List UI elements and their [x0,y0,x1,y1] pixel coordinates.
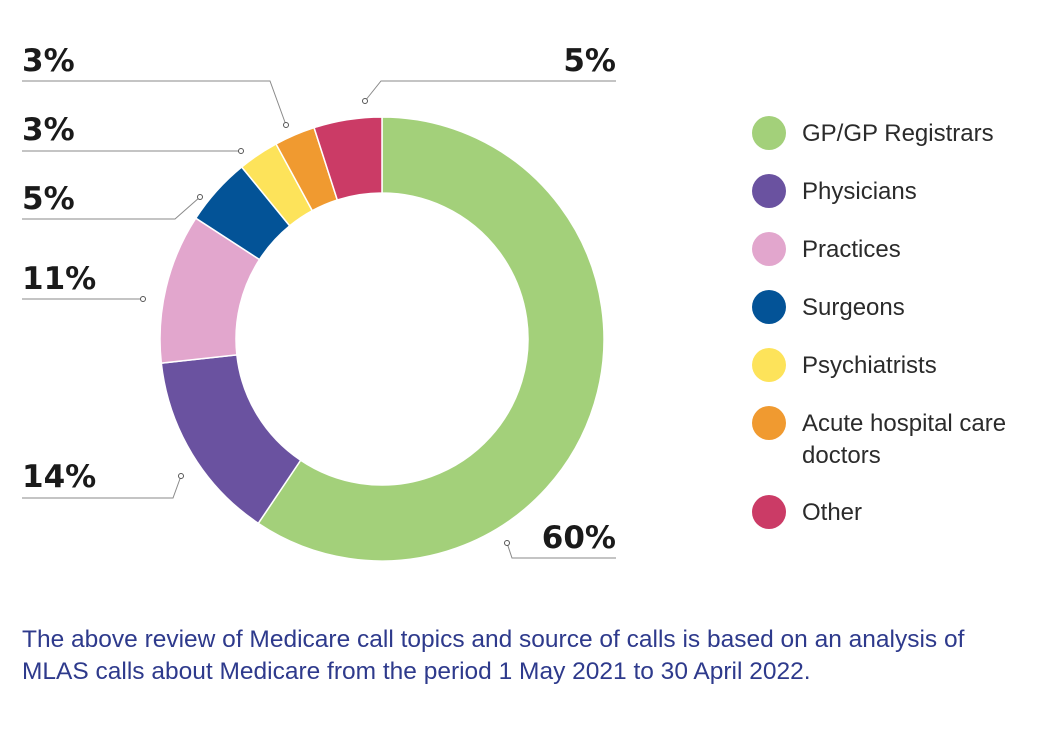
legend-label-psychiatrists: Psychiatrists [802,352,937,379]
leader-line-surgeons [22,196,201,220]
value-label-gp-registrars: 60% [542,520,616,556]
legend-item-psychiatrists: Psychiatrists [752,348,1032,383]
value-label-practices: 11% [22,261,96,297]
value-label-other: 5% [563,43,616,79]
value-label-surgeons: 5% [22,181,75,217]
legend-label-other: Other [802,499,863,526]
legend-item-gp-registrars: GP/GP Registrars [752,116,1032,151]
slice-gp-registrars [257,116,605,562]
donut-slices [159,116,605,562]
legend-item-practices: Practices [752,232,1032,267]
leader-line-acute-hospital-care-doctors [22,80,287,126]
value-label-acute-hospital-care-doctors: 3% [22,43,75,79]
legend-label-surgeons: Surgeons [802,294,905,321]
legend-swatch-other [752,495,786,529]
leader-line-gp-registrars [506,542,616,559]
leader-dot-other [362,98,368,104]
donut-chart: 60% 14% 11% 5% 3% 3% 5% [22,43,616,562]
legend-label-acute-hospital-care-doctors: Acute hospital care doctors [802,410,1007,469]
leader-dot-surgeons [197,194,203,200]
legend-label-practices: Practices [802,236,901,263]
chart-caption: The above review of Medicare call topics… [22,626,965,685]
legend-swatch-practices [752,232,786,266]
leader-dot-physicians [178,473,184,479]
legend-item-surgeons: Surgeons [752,290,1032,325]
legend-swatch-surgeons [752,290,786,324]
value-label-physicians: 14% [22,459,96,495]
leader-line-physicians [22,475,182,499]
value-label-psychiatrists: 3% [22,112,75,148]
legend-item-other: Other [752,495,1032,530]
legend-swatch-physicians [752,174,786,208]
legend-item-physicians: Physicians [752,174,1032,209]
legend-swatch-psychiatrists [752,348,786,382]
leader-dot-gp-registrars [504,540,510,546]
leader-line-other [364,80,616,102]
legend-label-gp-registrars: GP/GP Registrars [802,120,994,147]
legend-swatch-acute-hospital-care-doctors [752,406,786,440]
slice-other [313,116,383,201]
leader-lines [22,80,616,559]
legend-label-physicians: Physicians [802,178,917,205]
legend-swatch-gp-registrars [752,116,786,150]
value-labels: 60% 14% 11% 5% 3% 3% 5% [22,43,616,556]
leader-dot-practices [140,296,146,302]
legend: GP/GP Registrars Physicians Practices Su… [752,116,1032,553]
leader-dot-acute-hospital-care-doctors [283,122,289,128]
leader-dot-psychiatrists [238,148,244,154]
legend-item-acute-hospital-care-doctors: Acute hospital care doctors [752,406,1032,472]
